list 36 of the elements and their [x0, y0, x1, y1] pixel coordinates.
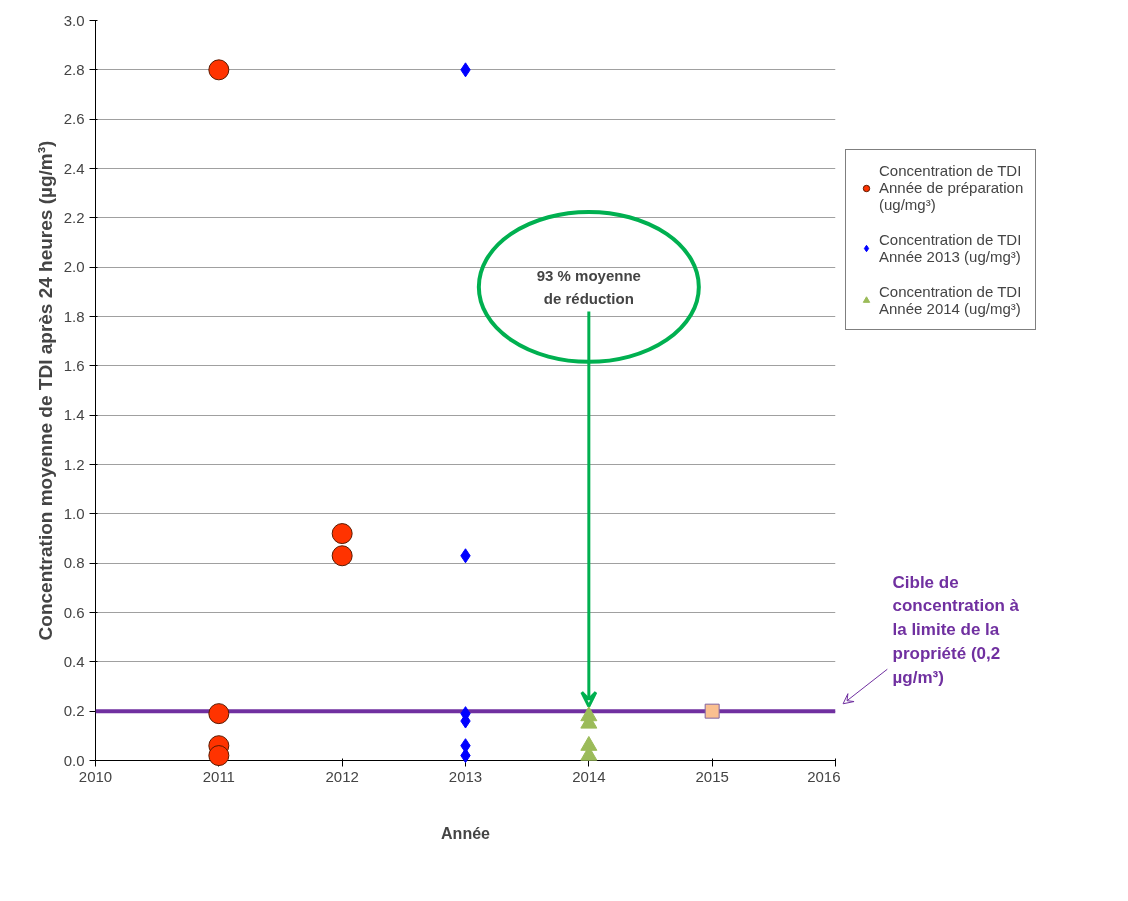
y-tick-label: 0.2 — [63, 702, 85, 720]
y-axis-title: Concentration moyenne de TDI après 24 heures (µg/m³) — [34, 140, 56, 641]
y-tick-label: 2.8 — [63, 60, 85, 78]
x-tick-label: 2014 — [572, 767, 606, 785]
ref-line-label: Cible de concentration à la limite de la propriété (0,2 µg/m³) — [892, 572, 1020, 687]
legend-label: Concentration de TDI Année 2013 (ug/mg³) — [879, 231, 1022, 265]
point — [704, 703, 720, 719]
point — [331, 545, 353, 567]
y-tick-label: 1.6 — [63, 356, 85, 374]
y-tick-label: 0.4 — [63, 652, 85, 670]
y-tick-label: 0.0 — [63, 751, 85, 769]
legend-label: Concentration de TDI Année de préparation (ug/mg³) — [879, 162, 1024, 213]
y-tick-label: 0.6 — [63, 603, 85, 621]
x-tick-label: 2013 — [448, 767, 483, 785]
point — [208, 703, 230, 725]
y-tick-label: 1.2 — [63, 455, 85, 473]
x-tick-label: 2012 — [325, 767, 359, 785]
y-tick-label: 2.4 — [63, 159, 85, 177]
y-tick-label: 1.4 — [63, 406, 85, 424]
y-tick-label: 2.6 — [63, 110, 85, 128]
annotation: 93 % moyenne de réduction — [536, 266, 641, 308]
x-tick-label: 2011 — [202, 767, 235, 785]
legend-label: Concentration de TDI Année 2014 (ug/mg³) — [879, 283, 1022, 317]
y-tick-label: 1.8 — [63, 307, 85, 325]
y-tick-label: 1.0 — [63, 504, 85, 522]
x-tick-label: 2015 — [695, 767, 729, 785]
y-tick-label: 2.2 — [63, 208, 85, 226]
y-tick-label: 2.0 — [63, 258, 85, 276]
point — [331, 523, 353, 545]
point — [208, 59, 230, 81]
x-tick-label: 2016 — [807, 767, 841, 785]
y-tick-label: 0.8 — [63, 554, 85, 572]
x-tick-label: 2010 — [78, 767, 113, 785]
y-tick-label: 3.0 — [63, 11, 85, 29]
point — [208, 745, 230, 767]
x-axis-title: Année — [441, 824, 491, 842]
